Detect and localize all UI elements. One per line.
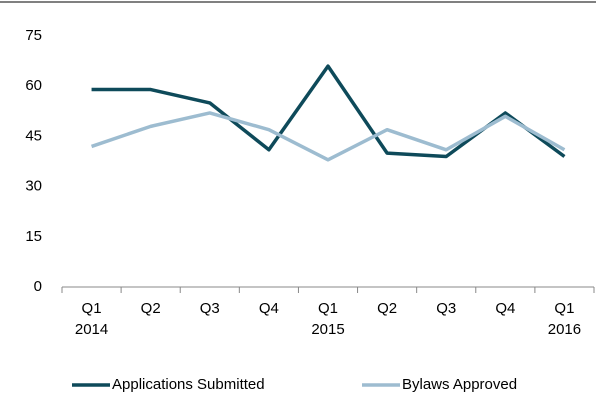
x-tick-label: Q3	[436, 300, 456, 317]
x-tick-label: 2015	[311, 321, 344, 338]
series-line	[90, 111, 566, 162]
y-tick-label: 15	[25, 228, 42, 245]
y-tick-label: 60	[25, 77, 42, 94]
legend-label: Bylaws Approved	[402, 376, 517, 393]
legend-label: Applications Submitted	[112, 376, 265, 393]
x-tick-label: Q4	[259, 300, 279, 317]
x-tick-label: Q2	[141, 300, 161, 317]
series-line	[91, 64, 566, 159]
x-tick-label: Q2	[377, 300, 397, 317]
y-tick-label: 30	[25, 178, 42, 195]
y-tick-label: 0	[34, 278, 42, 295]
x-tick-label: 2016	[548, 321, 581, 338]
x-tick-label: Q1	[318, 300, 338, 317]
x-tick-label: Q1	[554, 300, 574, 317]
y-tick-label: 45	[25, 127, 42, 144]
y-tick-label: 75	[25, 27, 42, 44]
x-tick-label: Q4	[495, 300, 515, 317]
x-tick-label: Q1	[82, 300, 102, 317]
x-tick-label: 2014	[75, 321, 108, 338]
x-tick-label: Q3	[200, 300, 220, 317]
